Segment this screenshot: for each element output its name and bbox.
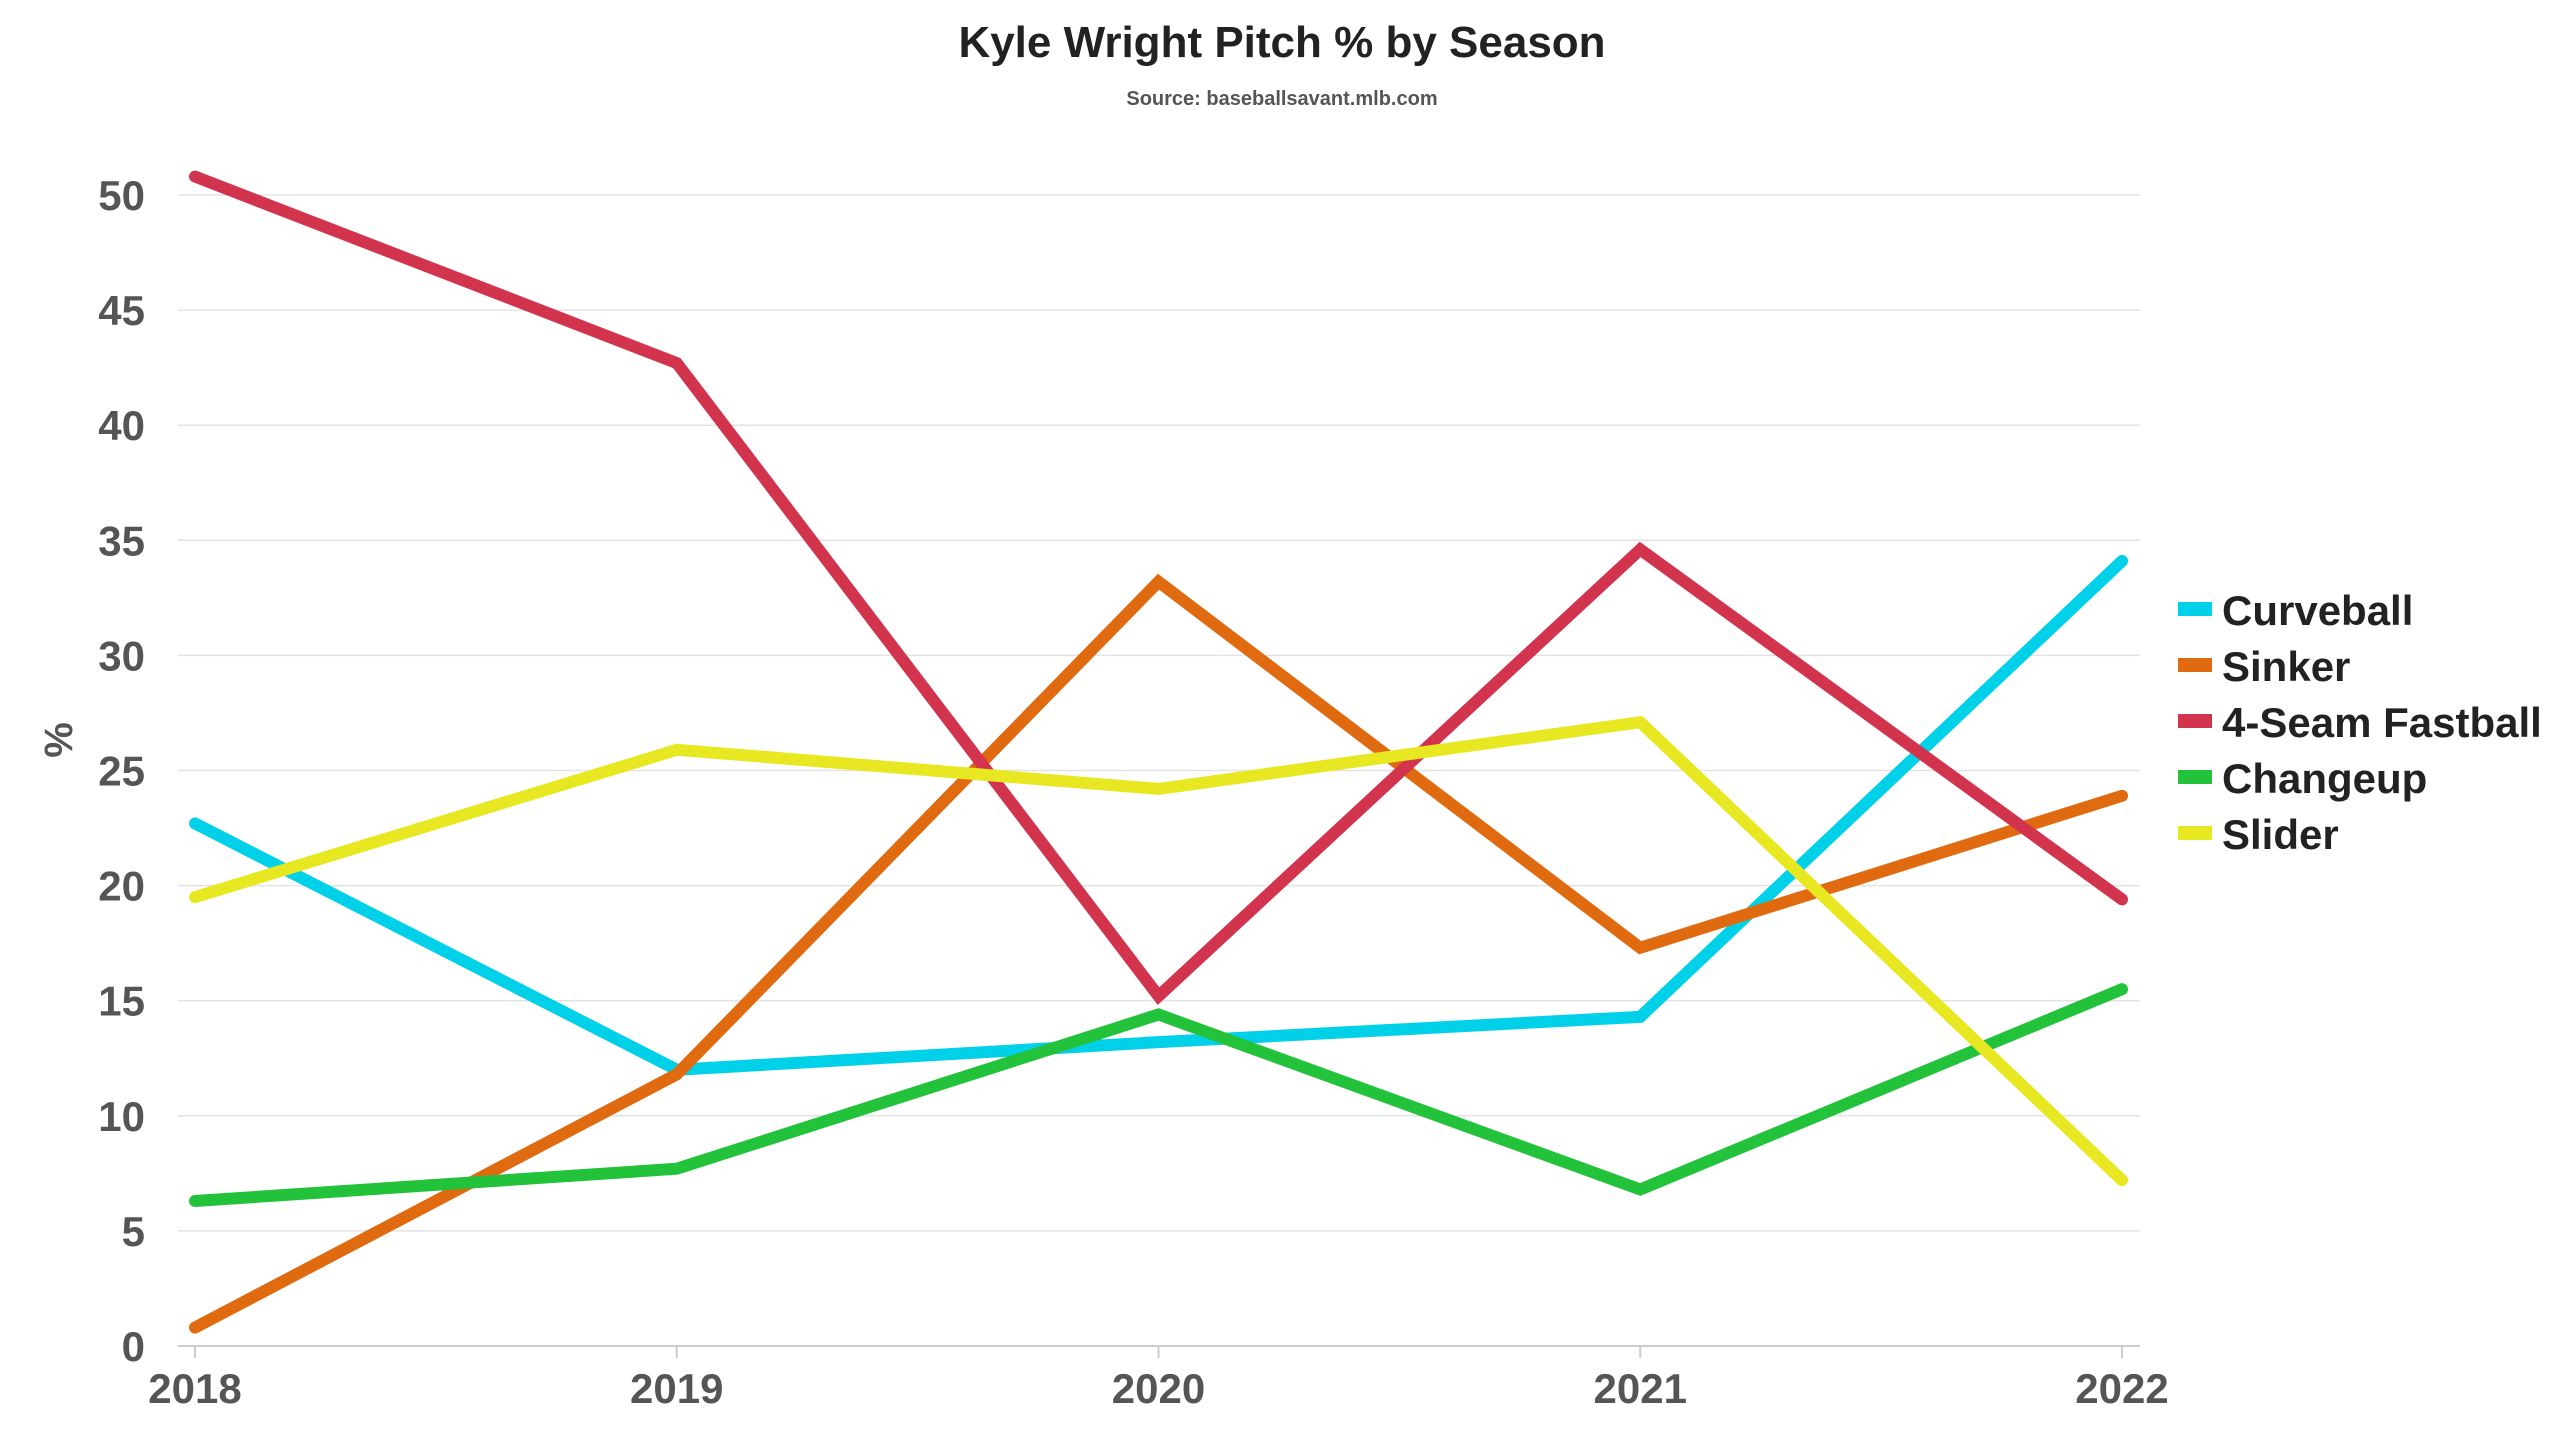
x-tick-label: 2020: [1112, 1365, 1205, 1412]
series-line-slider: [189, 715, 2128, 1187]
legend: Curveball Sinker 4-Seam Fastball Changeup Sl…: [2178, 587, 2542, 858]
y-tick-label: 0: [122, 1323, 145, 1370]
y-tick-label: 5: [122, 1208, 145, 1255]
legend-label-changeup: Changeup: [2222, 755, 2427, 802]
y-tick-label: 50: [98, 172, 145, 219]
y-tick-label: 10: [98, 1093, 145, 1140]
series-line-4-seam-fastball: [189, 170, 2128, 1005]
y-axis-title: %: [37, 722, 81, 758]
y-tick-label: 15: [98, 978, 145, 1025]
legend-swatch-sinker: [2178, 658, 2212, 672]
x-tick-label: 2018: [148, 1365, 241, 1412]
series-line-changeup: [189, 983, 2128, 1207]
chart-subtitle: Source: baseballsavant.mlb.com: [1126, 88, 1437, 110]
x-tick-label: 2019: [630, 1365, 723, 1412]
legend-label-4-seam-fastball: 4-Seam Fastball: [2222, 699, 2542, 746]
gridlines: [178, 194, 2140, 1232]
series-lines: [189, 170, 2128, 1334]
y-tick-label: 45: [98, 287, 145, 334]
legend-swatch-slider: [2178, 826, 2212, 840]
y-tick-label: 25: [98, 748, 145, 795]
legend-label-sinker: Sinker: [2222, 643, 2350, 690]
y-tick-label: 30: [98, 632, 145, 679]
x-tick-label: 2022: [2075, 1365, 2168, 1412]
y-tick-label: 40: [98, 402, 145, 449]
legend-swatch-changeup: [2178, 770, 2212, 784]
y-tick-label: 20: [98, 863, 145, 910]
axes: 0 5 10 15 20 25 30 35 40 45 50 2018 2019 2020 2021 2022…: [37, 172, 2169, 1412]
series-line-sinker: [189, 573, 2128, 1334]
chart-title: Kyle Wright Pitch % by Season: [958, 18, 1605, 67]
legend-swatch-curveball: [2178, 602, 2212, 616]
series-line-curveball: [189, 555, 2128, 1076]
legend-label-slider: Slider: [2222, 811, 2339, 858]
legend-label-curveball: Curveball: [2222, 587, 2413, 634]
legend-swatch-4-seam-fastball: [2178, 714, 2212, 728]
x-tick-label: 2021: [1594, 1365, 1687, 1412]
y-tick-label: 35: [98, 517, 145, 564]
